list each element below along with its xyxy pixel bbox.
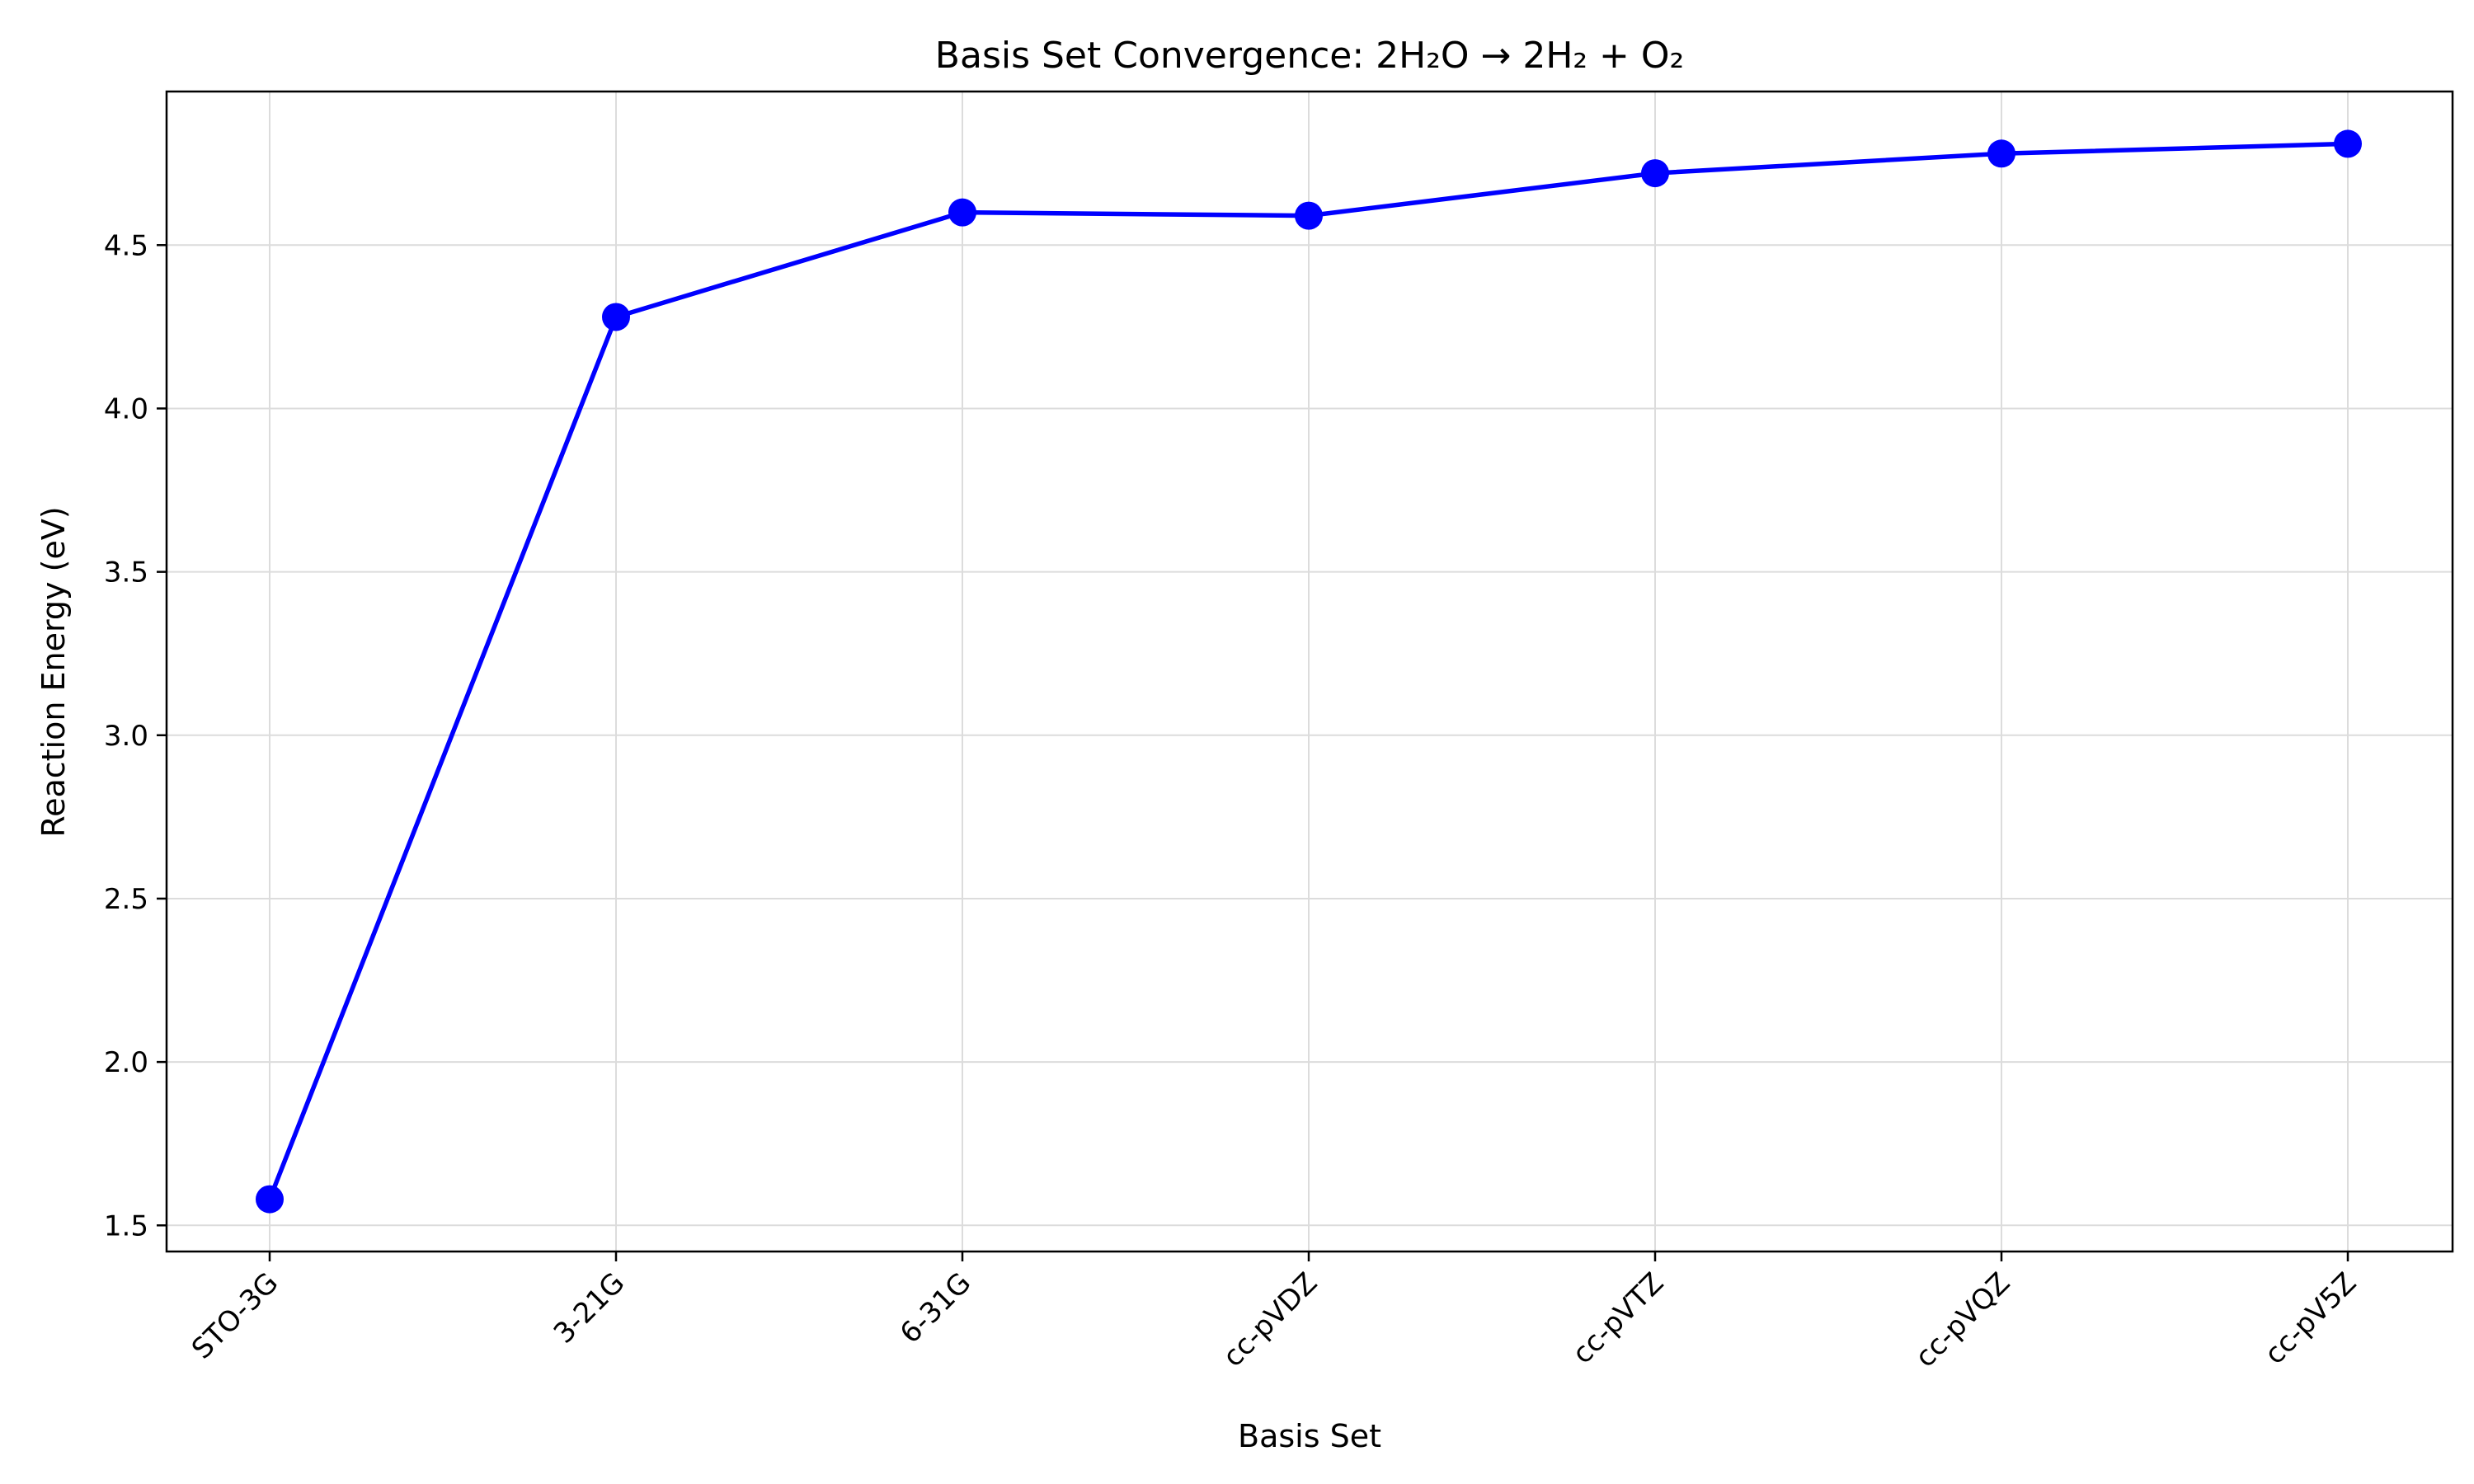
x-tick-label: cc-pVQZ [1909, 1266, 2017, 1374]
x-tick-label: cc-pVTZ [1566, 1266, 1670, 1370]
data-point [1641, 159, 1669, 188]
data-point [602, 303, 630, 331]
x-tick-label: cc-pVDZ [1216, 1266, 1324, 1374]
y-tick-label: 1.5 [104, 1209, 148, 1242]
y-tick-label: 3.5 [104, 556, 148, 589]
y-axis-label: Reaction Energy (eV) [35, 506, 72, 837]
y-tick-label: 4.0 [104, 392, 148, 425]
x-tick-label: 3-21G [548, 1266, 631, 1350]
x-tick-label: STO-3G [186, 1266, 285, 1365]
x-tick-label: cc-pV5Z [2258, 1266, 2363, 1371]
x-axis-label: Basis Set [1238, 1418, 1381, 1454]
data-point [948, 198, 976, 227]
series-layer [256, 129, 2362, 1214]
y-tick-label: 3.0 [104, 720, 148, 753]
data-point [1295, 201, 1323, 230]
y-tick-label: 2.0 [104, 1046, 148, 1079]
chart-title: Basis Set Convergence: 2H₂O → 2H₂ + O₂ [935, 35, 1684, 77]
y-tick-label: 2.5 [104, 883, 148, 916]
data-point [256, 1185, 284, 1214]
axis-ticks: 1.5 2.0 2.5 3.0 3.5 4.0 4.5 STO-3G 3-21G 6-31G cc-… [104, 229, 2363, 1374]
data-point [1987, 139, 2015, 168]
x-tick-label: 6-31G [894, 1266, 977, 1350]
grid-lines [167, 92, 2453, 1252]
data-point [2334, 129, 2362, 158]
y-tick-label: 4.5 [104, 229, 148, 262]
